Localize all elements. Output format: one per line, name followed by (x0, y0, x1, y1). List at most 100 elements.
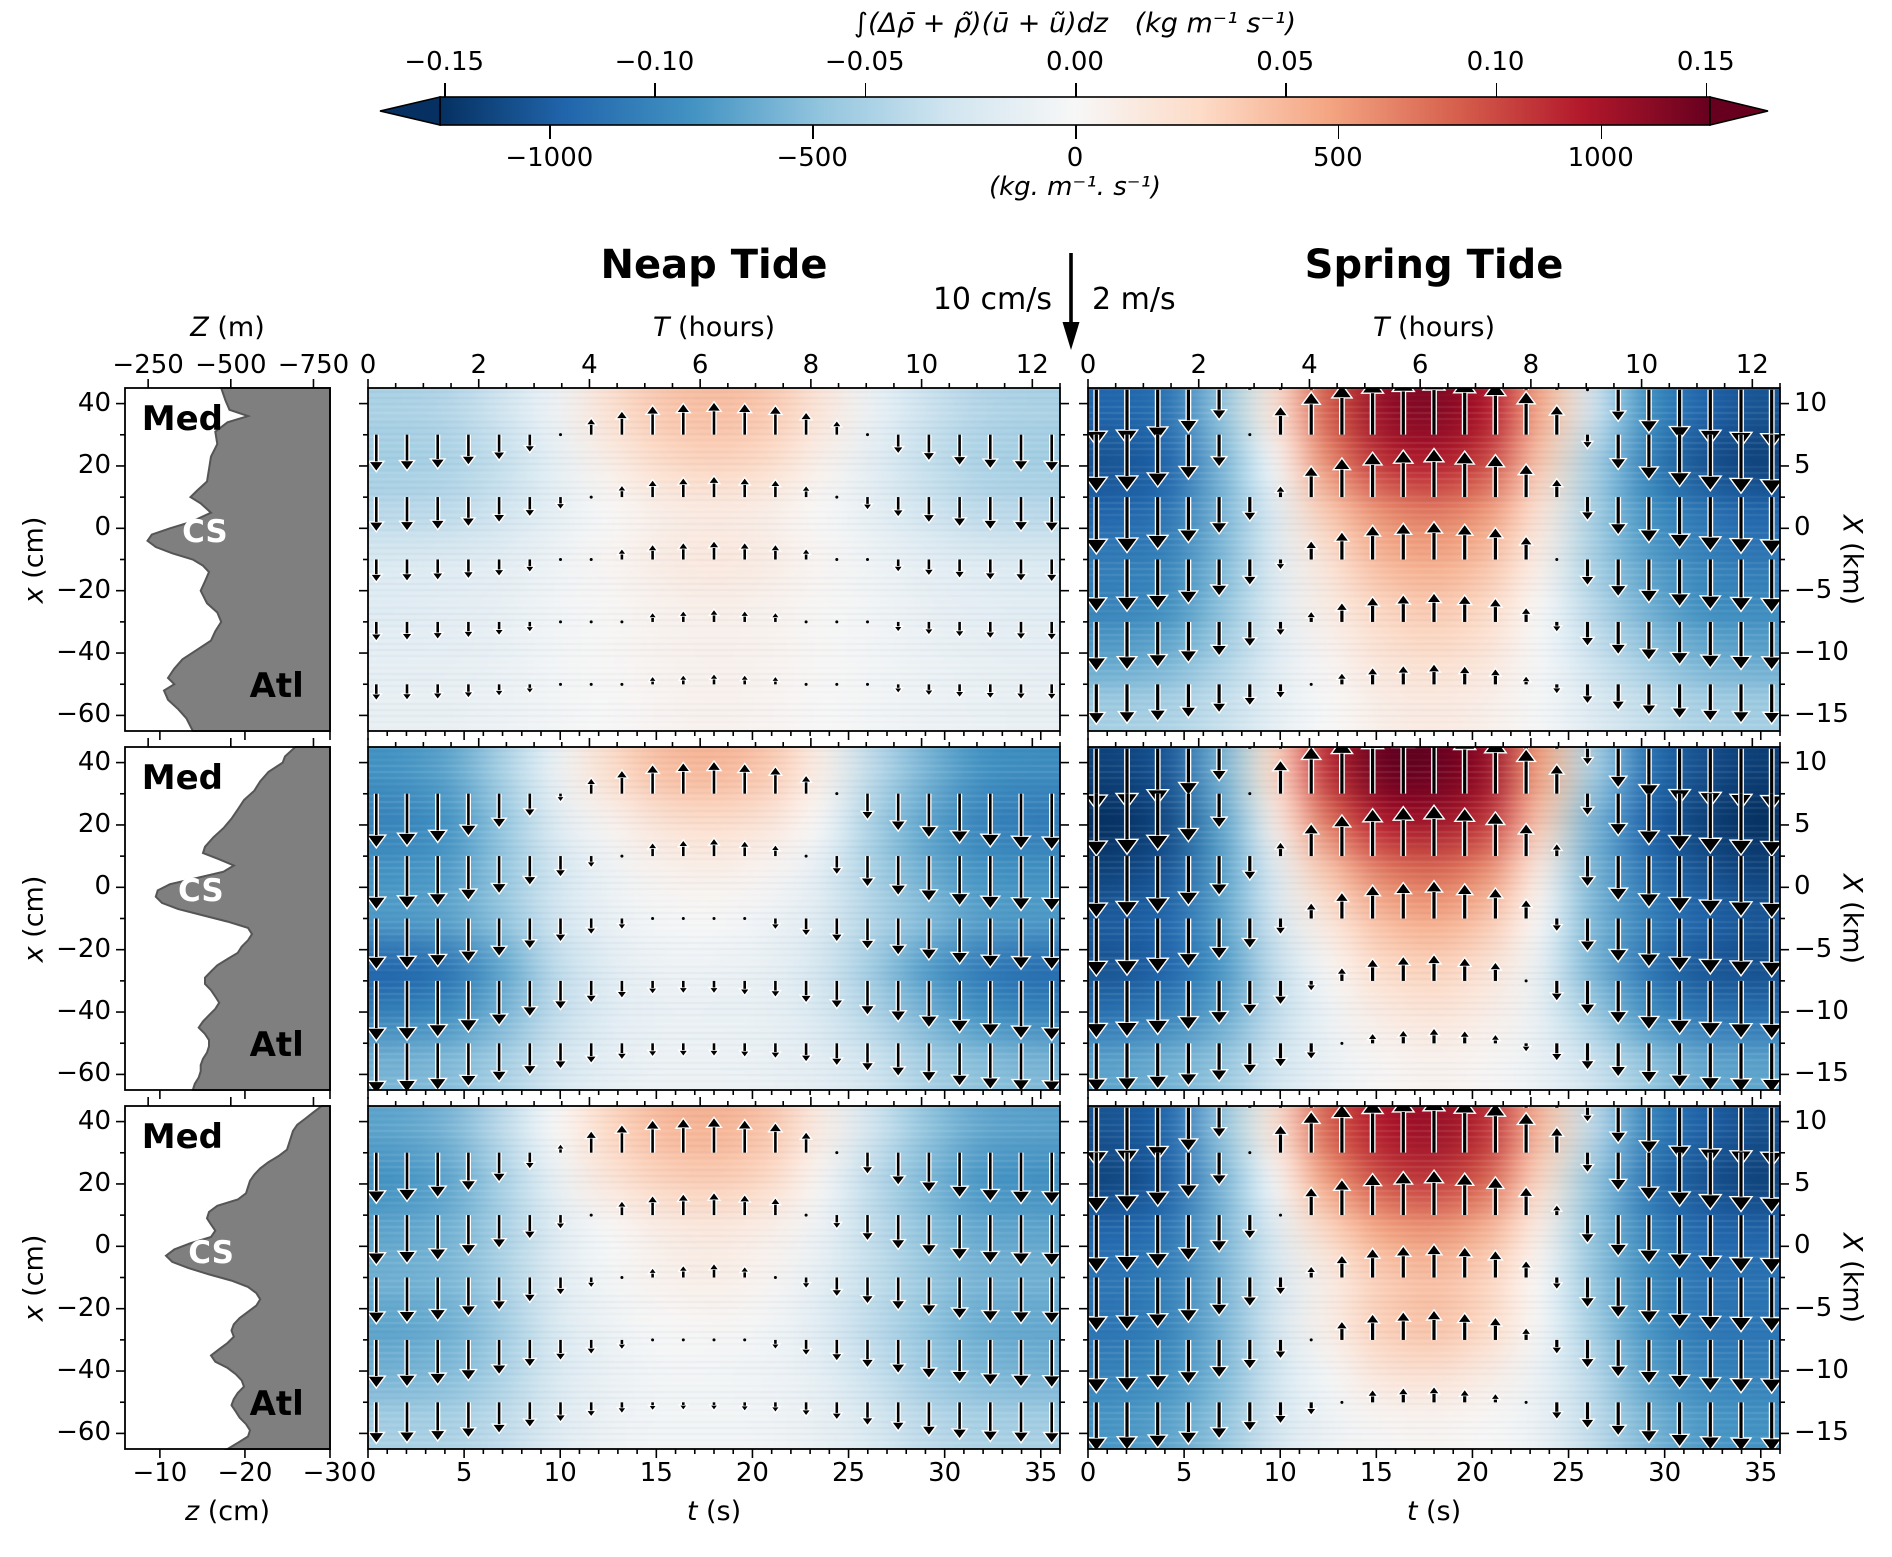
tick-label: 15 (1359, 1458, 1393, 1488)
tick-label: 0 (1079, 350, 1097, 380)
colorbar-bottom-tick (549, 125, 551, 139)
panel-frame-neap-row1 (359, 379, 1069, 740)
tick-label: −500 (195, 350, 267, 380)
colorbar-bottom-tick (1600, 125, 1603, 139)
tick-label: −5 (1794, 1292, 1833, 1323)
tick-label: −1000 (505, 143, 594, 173)
tick-label: −10 (1794, 637, 1849, 668)
colorbar-top-tick (1075, 83, 1077, 97)
X-axis-label-row3: X (km) (1837, 1232, 1868, 1322)
tick-label: 0 (1794, 1230, 1811, 1261)
colorbar-top-tick (864, 83, 867, 97)
quiver-legend-right-label: 2 m/s (1092, 282, 1176, 317)
colorbar-top-tick (1495, 83, 1498, 97)
tick-label: 12 (1015, 350, 1049, 380)
tick-label: 5 (1794, 449, 1811, 480)
tick-label: 6 (691, 350, 709, 380)
tick-label: −0.15 (404, 47, 485, 77)
tick-label: 0 (94, 512, 111, 543)
x-axis-label-row2-unit: (cm) (18, 875, 50, 946)
tick-label: −15 (1794, 1417, 1849, 1448)
panel-frame-spring-row1 (1079, 379, 1789, 740)
tick-label: −250 (112, 350, 184, 380)
X-axis-label-row3-unit: (km) (1836, 1250, 1868, 1323)
tick-label: 0.10 (1466, 47, 1525, 77)
t-axis-label-neap: t (s) (687, 1496, 741, 1527)
colorbar-bottom-tick (1337, 125, 1340, 139)
tick-label: −40 (56, 637, 111, 668)
neap-title: Neap Tide (600, 242, 828, 288)
z-axis-label-top-unit: (m) (208, 312, 265, 343)
tick-label: 10 (1794, 387, 1828, 418)
tick-label: 40 (77, 1105, 111, 1136)
atl-label: Atl (249, 666, 304, 707)
tick-label: −10 (132, 1458, 188, 1488)
tick-label: 35 (1024, 1458, 1058, 1488)
tick-label: 5 (1175, 1458, 1193, 1488)
bathymetry-panel-row3: Med CS Atl (109, 1090, 346, 1465)
tick-label: 5 (1794, 1167, 1811, 1198)
tick-label: 10 (1625, 350, 1659, 380)
x-axis-label-row2: x (cm) (19, 875, 50, 962)
heatmap-panel-neap-row1 (352, 372, 1076, 747)
tick-label: 6 (1411, 350, 1429, 380)
atl-label: Atl (249, 1025, 304, 1066)
tick-label: 15 (639, 1458, 673, 1488)
z-axis-label-top-var: Z (190, 312, 209, 343)
colorbar-bar (379, 95, 1769, 127)
tick-label: −60 (56, 699, 111, 730)
colorbar-title: ∫(Δρ̄ + ρ̃)(ū + ũ)dz (kg m⁻¹ s⁻¹) (440, 8, 1710, 39)
tick-label: 20 (735, 1458, 769, 1488)
T-axis-label-neap-var: T (652, 312, 670, 343)
tick-label: 10 (905, 350, 939, 380)
tick-label: 10 (1794, 1105, 1828, 1136)
tick-label: 0 (1794, 871, 1811, 902)
quiver-overlay-spring-row2 (1088, 747, 1780, 1090)
T-axis-label-spring-unit: (hours) (1389, 312, 1496, 343)
X-axis-label-row2-var: X (1836, 873, 1868, 892)
tick-label: 0 (94, 1230, 111, 1261)
bathymetry-panel-row2: Med CS Atl (109, 731, 346, 1106)
bathymetry-svg-row1 (116, 379, 331, 740)
quiver-overlay-neap-row2 (368, 759, 1060, 1090)
tick-label: −500 (776, 143, 848, 173)
quiver-overlay-neap-row3 (368, 1116, 1060, 1445)
tick-label: 0 (359, 1458, 377, 1488)
X-axis-label-row1: X (km) (1837, 514, 1868, 604)
panel-frame-neap-row3 (359, 1097, 1069, 1458)
tick-label: −60 (56, 1058, 111, 1089)
t-axis-label-spring: t (s) (1407, 1496, 1461, 1527)
spring-title: Spring Tide (1304, 242, 1564, 288)
z-axis-label-top: Z (m) (190, 312, 264, 343)
tick-label: −40 (56, 1355, 111, 1386)
tick-label: 1000 (1567, 143, 1634, 173)
tick-label: −750 (277, 350, 350, 380)
tick-label: 0 (1794, 512, 1811, 543)
x-axis-label-row3-unit: (cm) (18, 1234, 50, 1305)
heatmap-panel-spring-row2 (1072, 731, 1796, 1106)
tick-label: 0 (1079, 1458, 1097, 1488)
tick-label: 4 (1301, 350, 1318, 380)
colorbar-bottom-tick (1075, 125, 1077, 139)
tick-label: 8 (802, 350, 820, 380)
heatmap-panel-neap-row3 (352, 1090, 1076, 1465)
colorbar-top-tick (654, 83, 657, 97)
tick-label: −0.05 (824, 47, 905, 77)
med-label: Med (141, 398, 224, 439)
tick-label: 30 (928, 1458, 962, 1488)
tick-label: −40 (56, 996, 111, 1027)
tick-label: 10 (543, 1458, 577, 1488)
cs-label: CS (188, 1235, 234, 1272)
T-axis-label-spring-var: T (1372, 312, 1390, 343)
x-axis-label-row1-unit: (cm) (18, 516, 50, 587)
tick-label: 0.05 (1256, 47, 1315, 77)
tick-label: −15 (1794, 699, 1849, 730)
quiver-legend-left-label: 10 cm/s (932, 282, 1052, 317)
heatmap-panel-spring-row1 (1072, 372, 1796, 747)
colorbar-bottom-tick (812, 125, 814, 139)
T-axis-label-neap: T (hours) (653, 312, 775, 343)
tick-label: 8 (1522, 350, 1540, 380)
tick-label: 35 (1744, 1458, 1778, 1488)
heatmap-panel-neap-row2 (352, 731, 1076, 1106)
heatmap-panel-spring-row3 (1072, 1090, 1796, 1465)
